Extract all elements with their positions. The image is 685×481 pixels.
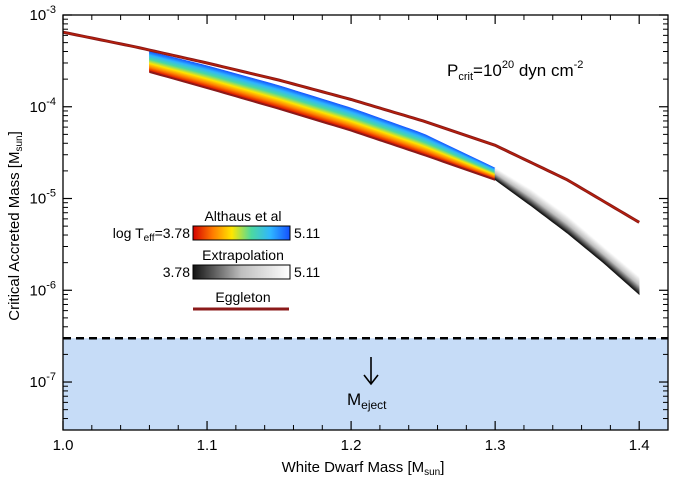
legend-althaus-left-label: log Teff=3.78 (113, 225, 190, 244)
y-tick-label: 10-5 (30, 188, 56, 208)
plot-frame (62, 14, 669, 431)
y-tick-label: 10-6 (30, 279, 56, 299)
y-tick-label: 10-4 (30, 96, 56, 116)
y-tick-label: 10-3 (30, 4, 56, 24)
x-tick-label: 1.4 (629, 437, 650, 454)
band-strip (494, 178, 640, 295)
legend-extrap-colorbar (192, 264, 291, 280)
axis-ticks (62, 14, 669, 431)
x-axis-label: White Dwarf Mass [Msun] (282, 459, 445, 478)
legend: Althaus et al log Teff=3.78 5.11 Extrapo… (113, 208, 320, 311)
althaus-band (149, 51, 496, 181)
pcrit-annotation: Pcrit=1020 dyn cm-2 (447, 59, 583, 83)
x-tick-label: 1.1 (197, 437, 218, 454)
meject-annotation: Meject (347, 390, 387, 412)
legend-althaus-colorbar (192, 225, 291, 241)
extrapolation-band (494, 167, 640, 296)
band-strip (494, 178, 640, 296)
x-tick-label: 1.2 (341, 437, 362, 454)
x-tick-label: 1.3 (485, 437, 506, 454)
eject-region (63, 338, 668, 430)
y-axis-label: Critical Accreted Mass [Msun] (6, 131, 25, 321)
legend-extrap-left-label: 3.78 (163, 264, 190, 280)
axis-tick-labels: 1.0 1.1 1.2 1.3 1.4 10-7 10-6 10-5 10-4 10-3 (30, 4, 650, 454)
x-tick-label: 1.0 (53, 437, 74, 454)
legend-extrap-title: Extrapolation (202, 247, 284, 263)
eggleton-curve-edge (63, 31, 640, 223)
eject-arrow-icon (363, 374, 379, 386)
legend-althaus-title: Althaus et al (204, 208, 281, 224)
althaus-lower-edge (149, 70, 496, 181)
legend-eggleton-title: Eggleton (215, 289, 270, 305)
legend-extrap-right-label: 5.11 (294, 264, 320, 280)
y-tick-label: 10-7 (30, 371, 56, 391)
legend-althaus-right-label: 5.11 (294, 225, 320, 241)
